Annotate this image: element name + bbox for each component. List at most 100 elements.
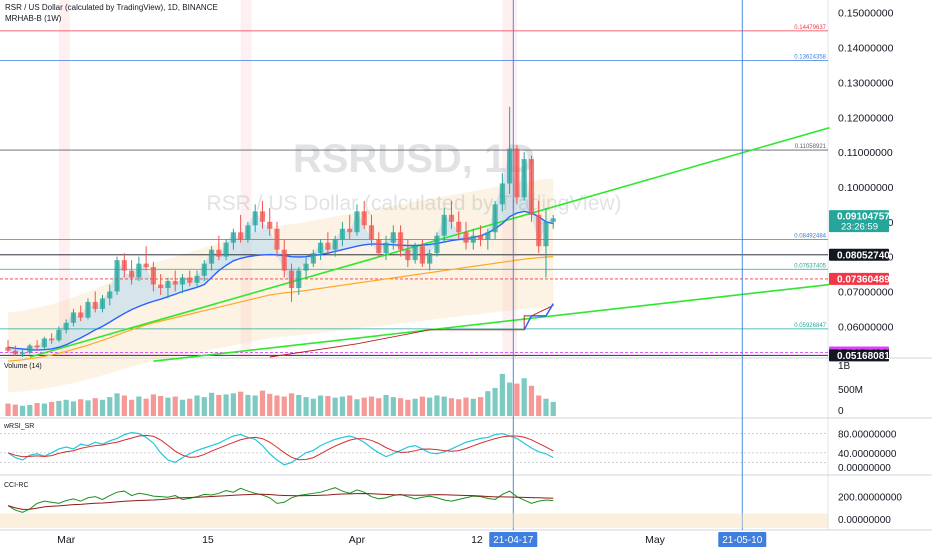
candle-body[interactable] (441, 214, 447, 236)
volume-bar[interactable] (70, 401, 77, 416)
volume-bar[interactable] (390, 397, 396, 416)
volume-bar[interactable] (288, 393, 295, 416)
candle-body[interactable] (368, 225, 375, 240)
rsi-pane[interactable]: wRSI_SR 80.00000000 40.00000000 0.00000000 (0, 423, 897, 474)
candle-body[interactable] (528, 159, 535, 215)
candle-body[interactable] (383, 242, 389, 254)
candle-body[interactable] (27, 345, 33, 353)
candle-body[interactable] (339, 228, 346, 240)
candle-body[interactable] (507, 148, 513, 184)
volume-bar[interactable] (332, 397, 338, 416)
volume-bar[interactable] (536, 395, 542, 416)
volume-tick-label[interactable]: 1B (838, 361, 851, 372)
volume-bar[interactable] (223, 394, 229, 416)
volume-bar[interactable] (78, 399, 84, 416)
volume-bar[interactable] (179, 399, 186, 416)
volume-bar[interactable] (427, 397, 433, 416)
candle-body[interactable] (201, 263, 207, 276)
time-axis[interactable]: Mar 15 Apr 12 21-04-17 May 21-05-10 (57, 532, 767, 547)
candle-body[interactable] (536, 214, 542, 247)
candle-body[interactable] (92, 301, 98, 309)
cci-tick-label[interactable]: 0.00000000 (838, 515, 891, 526)
volume-bar[interactable] (434, 395, 440, 416)
candle-body[interactable] (477, 235, 484, 240)
volume-bar[interactable] (441, 396, 447, 416)
volume-bar[interactable] (92, 398, 98, 416)
volume-bar[interactable] (492, 387, 498, 416)
volume-bar[interactable] (150, 394, 156, 416)
candle-body[interactable] (121, 260, 127, 271)
volume-bar[interactable] (281, 396, 287, 416)
volume-tick-label[interactable]: 0 (838, 406, 844, 417)
volume-bar[interactable] (187, 398, 193, 416)
volume-bar[interactable] (397, 398, 404, 416)
candle-body[interactable] (434, 235, 440, 254)
price-tick-label[interactable]: 0.07000000 (838, 286, 894, 298)
candle-body[interactable] (499, 183, 505, 205)
candle-body[interactable] (208, 249, 215, 264)
candle-body[interactable] (303, 263, 309, 271)
volume-bar[interactable] (143, 398, 149, 416)
candle-body[interactable] (354, 211, 360, 233)
price-pane-bg[interactable] (0, 0, 828, 357)
volume-bar[interactable] (550, 401, 556, 416)
candle-body[interactable] (470, 235, 476, 243)
candlesticks[interactable] (5, 106, 556, 357)
volume-bar[interactable] (12, 404, 18, 416)
volume-bar[interactable] (114, 393, 120, 416)
volume-bar[interactable] (463, 397, 469, 416)
candle-body[interactable] (107, 291, 113, 299)
trendline-0[interactable] (29, 126, 830, 358)
candle-body[interactable] (543, 221, 549, 247)
volume-bar[interactable] (136, 396, 142, 416)
volume-bar[interactable] (245, 394, 251, 416)
time-tick-label[interactable]: May (645, 534, 666, 546)
cci-line[interactable] (7, 487, 554, 513)
candle-body[interactable] (427, 253, 433, 264)
volume-bar[interactable] (121, 395, 127, 416)
volume-bar[interactable] (507, 382, 513, 416)
candle-body[interactable] (216, 249, 222, 257)
rsi-tick-label[interactable]: 0.00000000 (838, 463, 891, 474)
candle-body[interactable] (194, 275, 200, 283)
volume-bar[interactable] (448, 398, 455, 416)
candle-body[interactable] (274, 228, 280, 250)
candle-body[interactable] (485, 232, 491, 240)
volume-bar[interactable] (514, 383, 520, 416)
cci-tick-label[interactable]: 200.00000000 (838, 493, 902, 504)
candle-body[interactable] (521, 159, 527, 198)
volume-bar[interactable] (172, 396, 178, 416)
candle-body[interactable] (397, 232, 404, 250)
volume-bar[interactable] (27, 404, 33, 416)
volume-bar[interactable] (477, 397, 484, 416)
candle-body[interactable] (492, 204, 498, 233)
candle-body[interactable] (223, 242, 229, 257)
candle-body[interactable] (12, 350, 18, 355)
time-label-highlighted[interactable]: 21-05-10 (722, 535, 762, 546)
candle-body[interactable] (361, 211, 367, 226)
volume-bar[interactable] (216, 394, 222, 416)
volume-bar[interactable] (361, 397, 367, 416)
candle-body[interactable] (347, 228, 353, 233)
price-tick-label[interactable]: 0.10000000 (838, 182, 894, 194)
candle-body[interactable] (179, 277, 186, 285)
price-tick-label[interactable]: 0.11000000 (838, 147, 893, 159)
volume-bar[interactable] (376, 398, 382, 416)
candle-body[interactable] (150, 267, 156, 285)
volume-bar[interactable] (310, 398, 316, 416)
candle-body[interactable] (5, 347, 11, 351)
volume-bar[interactable] (412, 398, 418, 416)
price-tick-label[interactable]: 0.06000000 (838, 321, 894, 333)
volume-tick-label[interactable]: 500M (838, 385, 863, 396)
rsi-line[interactable] (7, 432, 554, 466)
volume-bar[interactable] (318, 395, 324, 416)
time-tick-label[interactable]: 12 (471, 534, 483, 546)
candle-body[interactable] (78, 312, 84, 318)
volume-bar[interactable] (56, 400, 62, 416)
candle-body[interactable] (238, 232, 244, 240)
candle-body[interactable] (456, 221, 462, 233)
candle-body[interactable] (325, 242, 331, 250)
volume-bar[interactable] (470, 398, 476, 416)
volume-bar[interactable] (354, 399, 360, 416)
candle-body[interactable] (99, 298, 106, 309)
